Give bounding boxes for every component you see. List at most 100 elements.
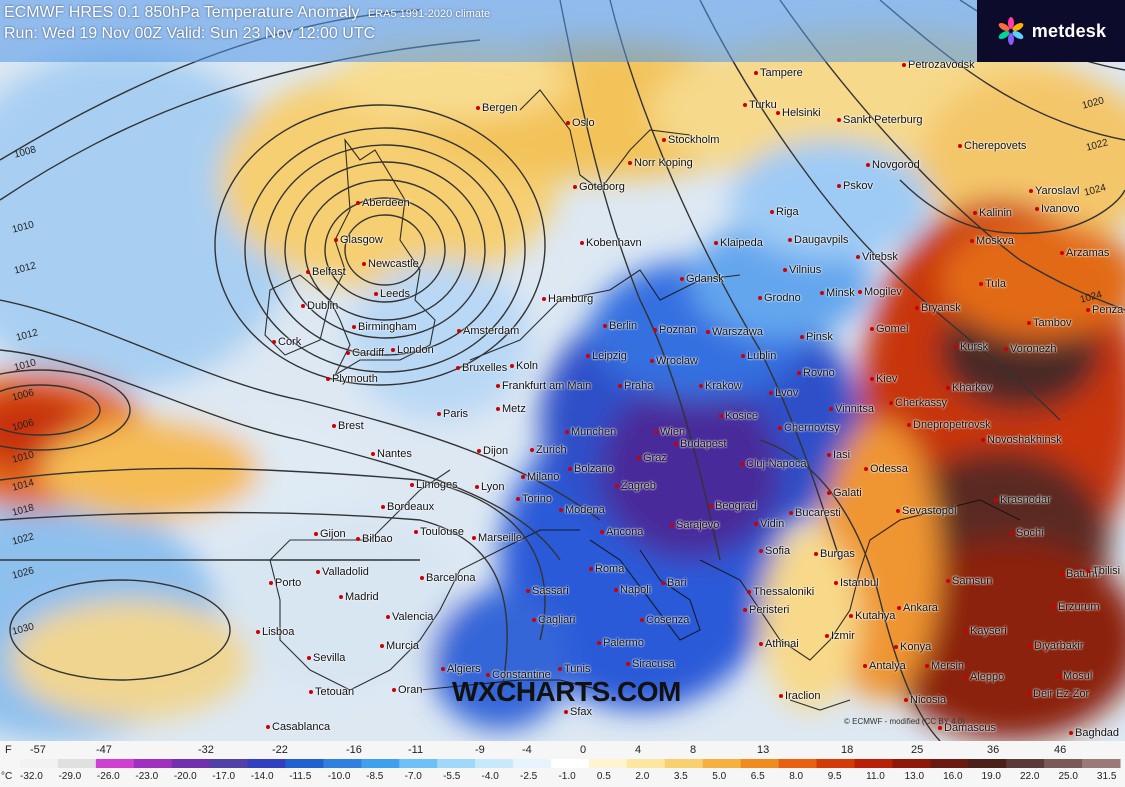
city-label: Bolzano [568, 463, 614, 475]
city-label: Glasgow [334, 234, 383, 246]
city-label: Munchen [564, 426, 617, 438]
city-label: Peristeri [742, 604, 790, 616]
city-label: Vilnius [782, 264, 822, 276]
city-label: Limoges [410, 479, 458, 491]
fahrenheit-tick: 0 [580, 744, 587, 756]
celsius-tick: 19.0 [981, 771, 1001, 782]
colorbar-swatch [1044, 759, 1083, 768]
colorbar-swatch [133, 759, 173, 768]
city-label: Kosice [718, 410, 759, 422]
celsius-tick: 22.0 [1020, 771, 1040, 782]
city-label: Samsun [945, 575, 993, 587]
city-label: Ancona [599, 526, 644, 538]
city-label: Athinai [759, 638, 799, 650]
celsius-tick: -11.5 [289, 771, 312, 782]
city-label: Hamburg [541, 293, 594, 305]
city-label: Belfast [306, 266, 346, 278]
colorbar-swatch [892, 759, 931, 768]
coastlines [264, 89, 1021, 711]
field-name: 850hPa Temperature Anomaly [144, 4, 360, 21]
celsius-tick: 5.0 [712, 771, 727, 782]
city-label: Bordeaux [380, 501, 435, 513]
city-label: Oslo [566, 117, 595, 129]
city-label: Odessa [864, 463, 908, 475]
colorbar-swatch [209, 759, 249, 768]
metdesk-logo[interactable]: metdesk [977, 0, 1125, 62]
city-label: Lublin [740, 350, 777, 362]
city-label: Dijon [476, 445, 509, 457]
city-label: Sfax [563, 706, 593, 718]
celsius-tick: -2.5 [520, 771, 538, 782]
city-label: Galati [827, 487, 862, 499]
city-label: Praha [617, 380, 654, 392]
city-label: Casablanca [265, 721, 331, 733]
city-label: Wroclaw [650, 355, 698, 367]
city-label: Madrid [339, 591, 379, 603]
city-label: Gomel [869, 323, 909, 335]
city-label: Brest [332, 420, 364, 432]
city-label: Vidin [753, 518, 785, 530]
city-label: Poznan [652, 324, 697, 336]
city-label: Barcelona [420, 572, 476, 584]
city-label: Krakow [699, 380, 742, 392]
city-label: Mogilev [858, 286, 902, 298]
city-label: Leeds [374, 288, 410, 300]
celsius-tick: 31.5 [1096, 771, 1117, 782]
colorbar-swatch [95, 759, 135, 768]
city-label: Gdansk [680, 273, 724, 285]
city-label: Cork [271, 336, 302, 348]
city-label: Sofia [758, 545, 791, 557]
data-credit: © ECMWF - modified (CC BY 4.0) [844, 717, 965, 726]
celsius-tick: 2.0 [635, 771, 650, 782]
city-label: Cosenza [639, 614, 690, 626]
colorbar-swatch [702, 759, 742, 768]
fahrenheit-tick: 8 [690, 744, 697, 756]
city-label: Berlin [602, 320, 638, 332]
city-label: Baghdad [1068, 727, 1120, 739]
celsius-tick: -14.0 [250, 771, 274, 782]
city-label: Zagreb [615, 480, 656, 492]
city-label: Pinsk [800, 331, 833, 343]
colorbar-swatch [361, 759, 400, 768]
celsius-tick: -26.0 [96, 771, 120, 782]
fahrenheit-tick: 46 [1054, 744, 1067, 756]
city-label: Ankara [897, 602, 938, 614]
city-label: Lvov [768, 387, 799, 399]
map-header: ECMWF HRES 0.1 850hPa Temperature Anomal… [0, 0, 1125, 62]
city-label: Novoshakhinsk [981, 434, 1062, 446]
city-label: Cagliari [531, 614, 576, 626]
city-label: Moskva [970, 235, 1014, 247]
city-label: Torino [516, 493, 552, 505]
fahrenheit-tick: -11 [408, 744, 424, 756]
fahrenheit-tick: 13 [757, 744, 770, 756]
city-label: Constantine [486, 669, 551, 681]
colorbar-swatch [968, 759, 1007, 768]
city-label: Porto [268, 577, 302, 589]
city-label: Cherkassy [889, 397, 947, 409]
colorbar-swatch [475, 759, 514, 768]
city-label: Plymouth [326, 373, 378, 385]
city-label: Chernovtsy [778, 422, 840, 434]
city-label: Bucaresti [789, 507, 841, 519]
fahrenheit-scale: F -57 -47 -32 -22 -16 -11 -9 -4 0 4 8 13 18 25 36 46 [0, 744, 1125, 757]
city-label: Vitebsk [856, 251, 898, 263]
city-label: Siracusa [626, 658, 675, 670]
city-label: Birmingham [352, 321, 417, 333]
city-label: Valladolid [316, 566, 369, 578]
city-label: Kursk [953, 341, 989, 353]
city-label: Aberdeen [356, 197, 410, 209]
city-label: Kiev [869, 373, 898, 385]
colorbar-swatch [285, 759, 324, 768]
city-label: Cluj-Napoca [740, 458, 807, 470]
city-label: Kutahya [848, 610, 896, 622]
fahrenheit-tick: -57 [30, 744, 46, 756]
colorbar-swatch [588, 759, 628, 768]
city-label: Arzamas [1059, 247, 1110, 259]
fahrenheit-tick: 36 [987, 744, 1000, 756]
city-label: Novgorod [866, 159, 920, 171]
city-label: Bryansk [915, 302, 961, 314]
city-label: Tambov [1027, 317, 1072, 329]
city-label: Mersin [924, 660, 965, 672]
city-label: Palermo [597, 637, 644, 649]
